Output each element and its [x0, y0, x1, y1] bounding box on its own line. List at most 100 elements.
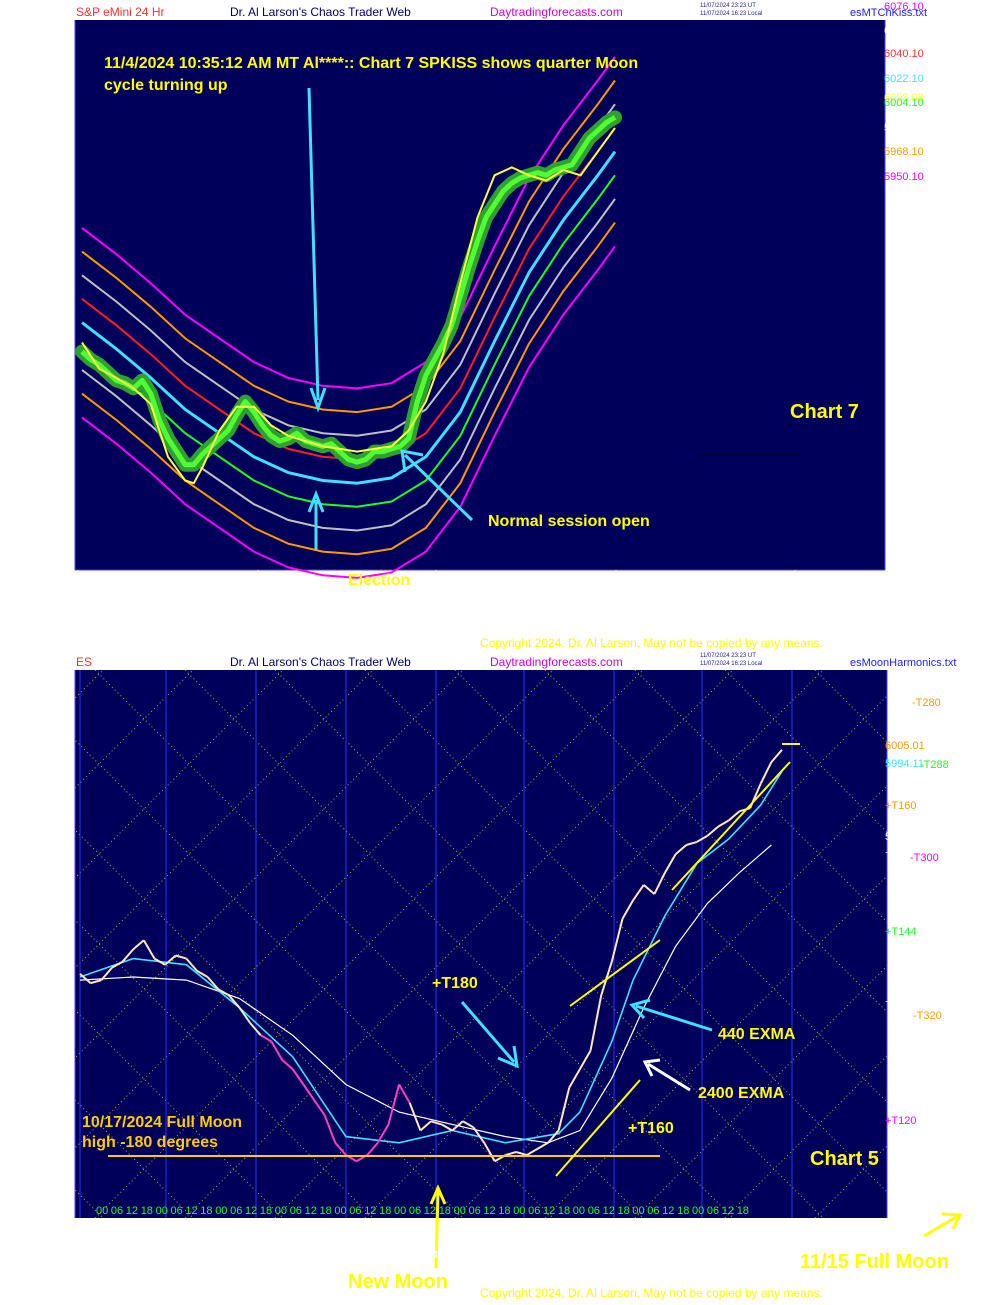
- chart7-y-tick-label: 324 5724: [2, 481, 60, 495]
- chart5-x-hour-label: 12: [245, 1205, 257, 1217]
- chart7-right-label: 6004.10: [884, 97, 924, 109]
- chart5-new-moon: New Moon: [348, 1271, 448, 1293]
- chart5-price-segment: [536, 1141, 549, 1150]
- chart5-y-tick-label: 116 5985: [2, 767, 55, 780]
- chart5-right-label: +T154: [885, 847, 917, 859]
- chart5-y-tick-label: 082 5814: [2, 1025, 55, 1038]
- chart5-annot-fullmoon-1: 10/17/2024 Full Moon: [82, 1114, 242, 1131]
- chart5-price-segment: [462, 1120, 474, 1129]
- chart5-price-segment: [441, 1123, 453, 1132]
- chart5-x-hour-label: 18: [260, 1205, 272, 1217]
- chart5-y-tick-label: 072 5760: [2, 1107, 55, 1120]
- chart5-y-tick-label: 088 5841: [2, 984, 55, 997]
- chart7-header-site: Daytradingforecasts.com: [490, 5, 623, 19]
- chart7-right-label: 5950.10: [884, 171, 924, 183]
- chart7-yellow-cycle: [81, 127, 616, 485]
- chart7-x-tick-label: 11/12: [798, 571, 827, 585]
- chart5-y-tick-label: 108 5940: [2, 835, 55, 848]
- chart5-annot-t160: +T160: [628, 1120, 674, 1137]
- chart5-full-moon-1115: 11/15 Full Moon: [800, 1251, 949, 1273]
- chart5-x-hour-label: 12: [424, 1205, 436, 1217]
- chart5-y-tick-label: 106 5931: [2, 848, 55, 861]
- chart5-price-segment: [334, 1142, 347, 1156]
- chart5-y-tick-label: 113 5967: [2, 794, 55, 807]
- chart5-price-segment: [568, 1068, 581, 1088]
- chart5-x-date-label: 11/06: [617, 1219, 646, 1233]
- chart5-x-hour-label: 06: [588, 1205, 600, 1217]
- chart5-price-segment: [419, 1120, 432, 1132]
- chart7-right-label: 6040.10: [884, 48, 924, 60]
- chart7-y-tick-label: 054 5814: [2, 363, 60, 377]
- chart5-x-hour-label: 00: [156, 1205, 168, 1217]
- chart5-right-label: -T320: [913, 1010, 942, 1022]
- chart7-arrow-low: [307, 489, 325, 550]
- chart5-x-date-label: 10/29: [83, 1219, 113, 1233]
- chart5-price-segment: [674, 844, 687, 855]
- chart5-x-hour-label: 12: [126, 1205, 138, 1217]
- chart5-y-tick-label: 097 5886: [2, 916, 55, 929]
- chart5-x-axis-labels: 00 06 12 18 00 06 12 18 00 06 12 18 00 06 12 18 00 06 12 18…: [79, 1205, 824, 1233]
- chart5-y-tick-label: 115 5976: [2, 780, 55, 793]
- chart5-full-moon-arrow: [923, 1212, 963, 1238]
- chart5-x-hour-label: 12: [662, 1205, 674, 1217]
- chart7-right-label: 6008.08: [884, 92, 924, 104]
- chart5-x-hour-label: 18: [498, 1205, 510, 1217]
- chart5-price-segment: [547, 1129, 560, 1144]
- chart7-header-tiny-1: 11/07/2024 23:23 UT: [700, 3, 756, 9]
- chart5-price-segment: [100, 967, 113, 981]
- chart5-right-label: -T280: [912, 697, 941, 709]
- chart5-y-tick-label: 126 6030: [2, 699, 55, 712]
- chart7-ribbon-band: [81, 245, 616, 579]
- chart5-plot-background: [75, 670, 887, 1218]
- chart7-ribbon-band: [81, 103, 616, 437]
- chart5-price-segment: [270, 1041, 283, 1061]
- chart5-x-hour-label: 12: [364, 1205, 376, 1217]
- chart5-y-tick-label: 102 5913: [2, 876, 55, 889]
- chart5-x-hour-label: 18: [200, 1205, 212, 1217]
- chart7-arrow-quarter-moon: [307, 87, 327, 413]
- chart5-price-segment: [728, 810, 741, 822]
- chart5-x-hour-label: 06: [409, 1205, 421, 1217]
- chart5-header-file: esMoonHarmonics.txt: [850, 657, 956, 669]
- chart5-header-left: ES: [76, 655, 92, 669]
- chart5-x-hour-label: 18: [439, 1205, 451, 1217]
- chart5-price-segment: [228, 994, 241, 1009]
- chart5-y-tick-label: 064 5724: [2, 1161, 55, 1174]
- chart5-y-tick-label: 104 5922: [2, 862, 55, 875]
- chart5-x-hour-label: 00: [454, 1205, 466, 1217]
- chart7-right-label: 5986.10: [884, 122, 924, 134]
- chart5-price-segment: [79, 973, 92, 984]
- chart7-header-center: Dr. Al Larson's Chaos Trader Web: [230, 5, 411, 19]
- chart5-copyright: Copyright 2024, Dr. Al Larson. May not b…: [480, 1286, 823, 1300]
- chart5-grid-diagonal: [905, 670, 982, 1218]
- chart5-right-label: +T160: [885, 800, 917, 812]
- chart5-price-segment: [90, 979, 102, 985]
- chart5-annot-t180: +T180: [432, 975, 478, 992]
- chart5-trendline-lower: [555, 1079, 641, 1177]
- chart7-header-file: esMTChKiss.txt: [850, 7, 927, 19]
- chart5-right-label: 5994.11: [885, 758, 924, 770]
- chart5-y-tick-label: 073 5769: [2, 1093, 55, 1106]
- chart5-arrow-2400: [642, 1058, 691, 1092]
- chart5-y-tick-label: 111 5958: [2, 808, 55, 821]
- chart7-caption: CYCLE RIBBON: outer cycle=quarter Moon, …: [6, 597, 672, 611]
- chart5-x-date-label: 11/07: [705, 1219, 734, 1233]
- chart7-ribbon-center-line: [81, 150, 617, 485]
- chart5-price-segment: [515, 1151, 527, 1157]
- chart5-annot-fullmoon-2: high -180 degrees: [82, 1134, 218, 1151]
- chart7-title-line2: cycle turning up: [104, 77, 228, 94]
- chart5-x-hour-label: 00: [513, 1205, 525, 1217]
- chart5-price-segment: [376, 1123, 390, 1144]
- chart5-x-hour-label: 18: [141, 1205, 153, 1217]
- chart5-trendline-upper: [569, 939, 661, 1007]
- chart5-right-label: -T300: [910, 852, 939, 864]
- chart7-y-tick-label: 264 6024: [2, 87, 60, 101]
- chart5-price-segment: [249, 1022, 262, 1036]
- chart7-copyright: Copyright 2024, Dr. Al Larson. May not b…: [480, 636, 823, 650]
- chart5-x-hour-label: 00: [96, 1205, 108, 1217]
- chart5-y-tick-label: 131 6057: [2, 658, 55, 671]
- chart5-price-segment: [121, 948, 134, 963]
- chart5-x-hour-label: 00: [573, 1205, 585, 1217]
